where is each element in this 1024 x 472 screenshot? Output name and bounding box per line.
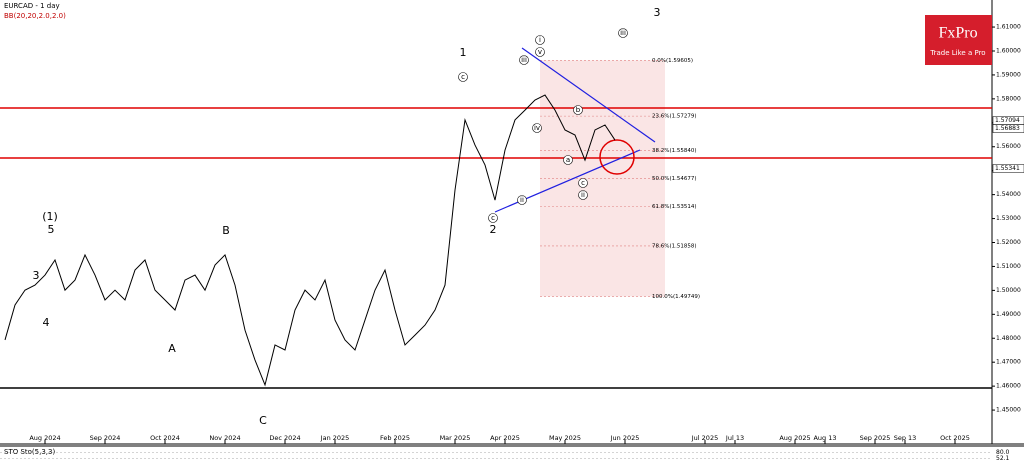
x-tick-label: Jul 13 — [725, 434, 744, 442]
wave-label: 4 — [43, 316, 50, 329]
indicator-tick-label: 52.1 — [996, 455, 1010, 462]
logo-tagline: Trade Like a Pro — [929, 49, 985, 57]
circled-label-ring — [488, 213, 498, 223]
x-tick-label: Dec 2024 — [269, 434, 300, 442]
y-tick-label: 1.51000 — [996, 263, 1021, 270]
fibonacci-label: 78.6%(1.51858) — [652, 243, 697, 249]
circled-label: v — [538, 48, 542, 56]
wave-label: 2 — [490, 223, 497, 236]
wave-label: 3 — [33, 269, 40, 282]
circled-label-ring — [535, 35, 545, 45]
x-tick-label: Jul 2025 — [691, 434, 718, 442]
x-tick-label: Aug 2024 — [29, 434, 60, 442]
y-tick-label: 1.52000 — [996, 239, 1021, 246]
x-tick-label: Aug 2025 — [779, 434, 810, 442]
circled-label: ii — [581, 191, 585, 199]
x-tick-label: Sep 13 — [894, 434, 917, 442]
circled-label: b — [576, 106, 581, 114]
circled-label: c — [461, 73, 465, 81]
price-tag-box — [992, 164, 1024, 173]
wave-label: B — [222, 224, 230, 237]
circled-label: c — [581, 179, 585, 187]
x-tick-label: Aug 13 — [813, 434, 836, 442]
logo-brand: FxPro — [938, 25, 977, 42]
circled-label: iii — [620, 29, 626, 37]
circled-label: ii — [520, 196, 524, 204]
y-tick-label: 1.45000 — [996, 407, 1021, 414]
circled-label-ring — [573, 105, 583, 115]
fibonacci-zone — [540, 60, 665, 297]
circled-label: iii — [521, 56, 527, 64]
y-tick-label: 1.59000 — [996, 71, 1021, 78]
price-tag-box — [992, 124, 1024, 133]
x-tick-label: Feb 2025 — [380, 434, 410, 442]
wave-label: 1 — [460, 46, 467, 59]
fibonacci-label: 50.0%(1.54677) — [652, 176, 697, 182]
y-tick-label: 1.50000 — [996, 287, 1021, 294]
price-tag-label: 1.57094 — [995, 117, 1020, 124]
price-line — [4, 94, 616, 387]
x-tick-label: Sep 2025 — [860, 434, 891, 442]
circled-label-ring — [563, 155, 573, 165]
x-tick-label: May 2025 — [549, 434, 581, 442]
y-tick-label: 1.53000 — [996, 215, 1021, 222]
y-tick-label: 1.49000 — [996, 311, 1021, 318]
circled-label: c — [491, 214, 495, 222]
fibonacci-label: 100.0%(1.49749) — [652, 294, 700, 300]
logo-box — [925, 15, 992, 65]
x-tick-label: Apr 2025 — [490, 434, 520, 442]
y-tick-label: 1.54000 — [996, 191, 1021, 198]
indicator-label: STO Sto(5,3,3) — [4, 448, 55, 456]
circled-label: i — [539, 36, 541, 44]
circled-label-ring — [578, 178, 588, 188]
x-tick-label: Jun 2025 — [610, 434, 640, 442]
triangle-upper — [521, 47, 656, 143]
fibonacci-label: 38.2%(1.55840) — [652, 148, 697, 154]
y-tick-label: 1.60000 — [996, 47, 1021, 54]
wave-label: 3 — [654, 6, 661, 19]
circled-label-ring — [618, 28, 628, 38]
y-tick-label: 1.61000 — [996, 24, 1021, 31]
price-tag-label: 1.56883 — [995, 125, 1020, 132]
target-circle — [599, 139, 635, 175]
wave-label: C — [259, 414, 267, 427]
x-tick-label: Oct 2024 — [150, 434, 180, 442]
x-tick-label: Nov 2024 — [209, 434, 240, 442]
circled-label: a — [566, 156, 570, 164]
y-tick-label: 1.56000 — [996, 143, 1021, 150]
circled-label-ring — [578, 190, 588, 200]
circled-label-ring — [458, 72, 468, 82]
circled-label-ring — [517, 195, 527, 205]
circled-label-ring — [519, 55, 529, 65]
wave-label: (1) — [42, 210, 58, 223]
x-tick-label: Mar 2025 — [440, 434, 471, 442]
chart-subtitle: BB(20,20,2.0,2.0) — [4, 12, 66, 20]
indicator-tick-label: 80.0 — [996, 449, 1010, 456]
y-tick-label: 1.58000 — [996, 95, 1021, 102]
circled-label: iv — [534, 124, 540, 132]
x-tick-label: Oct 2025 — [940, 434, 970, 442]
chart-title: EURCAD - 1 day — [4, 2, 60, 10]
fibonacci-label: 0.0%(1.59605) — [652, 58, 693, 64]
y-tick-label: 1.48000 — [996, 335, 1021, 342]
y-tick-label: 1.47000 — [996, 359, 1021, 366]
circled-label-ring — [532, 123, 542, 133]
fibonacci-label: 61.8%(1.53514) — [652, 204, 697, 210]
wave-label: 5 — [48, 223, 55, 236]
x-tick-label: Sep 2024 — [90, 434, 121, 442]
y-tick-label: 1.46000 — [996, 383, 1021, 390]
circled-label-ring — [535, 47, 545, 57]
fibonacci-label: 23.6%(1.57279) — [652, 114, 697, 120]
price-tag-label: 1.55341 — [995, 165, 1020, 172]
x-tick-label: Jan 2025 — [320, 434, 350, 442]
wave-label: A — [168, 342, 176, 355]
